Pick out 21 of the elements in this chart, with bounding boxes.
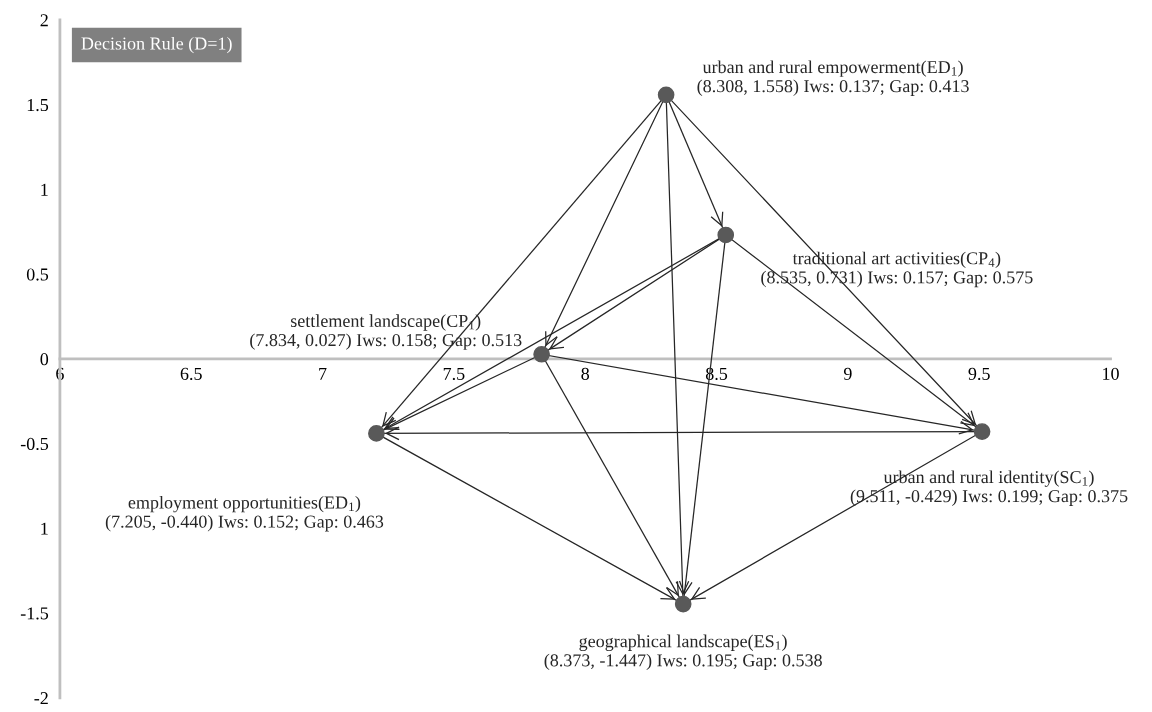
data-label: employment opportunities(ED$_{1}$) (7.205, -0.440) Iws: 0.152; Gap: 0.463 [105,495,384,532]
y-tick-label: 1 [41,183,48,196]
y-tick-label: -1.5 [20,607,49,620]
x-tick-label: 9.5 [968,367,990,380]
y-tick-label: 1.5 [27,99,49,112]
x-tick-label: 8.5 [705,367,728,380]
data-label: urban and rural empowerment(ED$_{1}$) (8.308, 1.558) Iws: 0.137; Gap: 0.413 [697,60,969,96]
y-tick-label: -0.5 [20,437,49,451]
x-tick-label: 9 [843,367,852,380]
x-tick-label: 7.5 [443,367,465,380]
y-tick-label: 2 [40,14,48,27]
y-tick-label: 1 [41,522,48,535]
text: Decision Rule (D=1) [81,36,232,54]
x-tick-label: 6.5 [180,367,202,380]
data-label: geographical landscape(ES$_{1}$) (8.373, -1.447) Iws: 0.195; Gap: 0.538 [544,634,822,671]
y-tick-label: 0.5 [26,268,49,281]
y-tick-label: 0 [40,353,49,366]
x-tick-label: 7 [319,367,327,380]
y-tick-label: -2 [34,692,48,705]
x-tick-label: 10 [1103,367,1119,380]
x-tick-label: 8 [581,367,590,380]
